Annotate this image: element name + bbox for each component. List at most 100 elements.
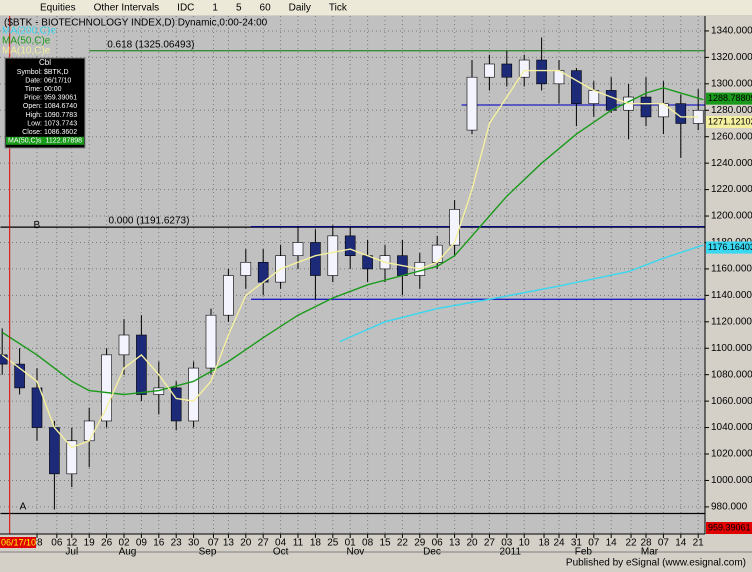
x-tick-label: 14 xyxy=(606,538,618,549)
y-tick-label: 1260.000 xyxy=(711,131,752,142)
month-label: 2011 xyxy=(500,547,522,558)
y-tick-label: 1000.000 xyxy=(711,475,752,486)
candle-body xyxy=(310,242,321,276)
y-tick-label: 980.000 xyxy=(711,502,748,513)
x-tick-label: 09 xyxy=(136,538,148,549)
annotation: A xyxy=(20,502,27,513)
toolbar-item[interactable]: 60 xyxy=(260,3,272,14)
candle-body xyxy=(344,235,356,256)
month-label: Nov xyxy=(347,547,365,558)
y-tick-label: 1100.000 xyxy=(711,343,752,354)
month-label: Feb xyxy=(575,547,593,558)
y-tick-label: 1160.000 xyxy=(711,264,752,275)
x-tick-label: 28 xyxy=(640,538,652,549)
price-tag-label: 1271.12102 xyxy=(708,116,752,126)
price-tag xyxy=(706,522,752,534)
data-window-bg xyxy=(4,57,86,149)
y-tick-label: 1200.000 xyxy=(711,211,752,222)
x-tick-label: 20 xyxy=(466,538,478,549)
toolbar-item[interactable]: Daily xyxy=(289,3,311,14)
month-label: Jul xyxy=(65,547,78,558)
x-tick-label: 26 xyxy=(101,538,113,549)
x-tick-label: 18 xyxy=(538,538,550,549)
data-window-value: 1084.6740 xyxy=(44,103,77,110)
candle-body xyxy=(466,76,478,131)
y-tick-label: 1220.000 xyxy=(711,184,752,195)
x-tick-label: 27 xyxy=(258,538,270,549)
toolbar-item[interactable]: Other Intervals xyxy=(94,3,160,14)
x-tick-label: 23 xyxy=(171,538,183,549)
data-window-key: Time: xyxy=(25,86,42,93)
toolbar-item[interactable]: 1 xyxy=(212,3,218,14)
candle-body xyxy=(170,387,182,422)
data-window-key: High: xyxy=(26,112,42,119)
candle-body xyxy=(136,334,147,395)
candle-body xyxy=(640,96,652,118)
x-tick-label: 13 xyxy=(223,538,235,549)
candle-body xyxy=(501,63,513,78)
y-tick-label: 1120.000 xyxy=(711,316,752,327)
x-tick-label: 21 xyxy=(693,538,705,549)
candle-body xyxy=(118,334,130,356)
x-tick-label: 22 xyxy=(625,538,637,549)
x-tick-label: 31 xyxy=(571,538,583,549)
data-window-value: 1090.7783 xyxy=(44,112,77,119)
candle-body xyxy=(240,262,252,276)
candle-body xyxy=(101,354,112,422)
x-tick-label: 15 xyxy=(379,538,391,549)
x-tick-label: 27 xyxy=(484,538,496,549)
plot-bg xyxy=(0,16,705,534)
data-window-value: 06/17/10 xyxy=(44,77,71,84)
data-window-header: Cbl xyxy=(39,58,51,67)
x-tick-label: 30 xyxy=(188,538,200,549)
toolbar-item[interactable]: Equities xyxy=(40,3,76,14)
price-tag-label: 1176.16403 xyxy=(708,242,752,252)
cursor-tag xyxy=(0,537,36,548)
toolbar-item[interactable]: IDC xyxy=(177,3,194,14)
legend-entry: MA(50,C)e xyxy=(2,36,51,47)
x-tick-label: 06 xyxy=(51,538,63,549)
ma-line xyxy=(339,244,704,343)
x-tick-label: 20 xyxy=(240,538,252,549)
ma-line xyxy=(1,87,704,396)
month-label: Dec xyxy=(423,547,441,558)
toolbar-item[interactable]: Tick xyxy=(329,3,348,14)
price-tag xyxy=(706,92,752,105)
chart-title: ($BTK - BIOTECHNOLOGY INDEX,D) Dynamic,0… xyxy=(4,18,268,29)
data-window-value: 1086.3602 xyxy=(44,129,77,136)
month-label: Aug xyxy=(119,547,137,558)
data-window-key: MA(50,C)s xyxy=(8,138,42,145)
y-tick-label: 1300.000 xyxy=(711,78,752,89)
data-window-key: Low: xyxy=(27,120,42,127)
x-tick-label: 11 xyxy=(293,538,304,549)
x-tick-label: 06 xyxy=(432,538,444,549)
price-tag-label: 1288.78809 xyxy=(708,93,752,103)
candle-body xyxy=(571,70,582,104)
x-tick-label: 07 xyxy=(658,538,670,549)
candle-body xyxy=(327,235,339,276)
candle-body xyxy=(66,440,78,475)
candle-body xyxy=(292,242,304,256)
x-tick-label: 12 xyxy=(66,538,78,549)
cursor-label: 06/17/10 xyxy=(1,537,36,547)
x-tick-label: 04 xyxy=(275,538,287,549)
data-window-value: $BTK,D xyxy=(44,69,69,76)
x-tick-label: 29 xyxy=(414,538,426,549)
candle-body xyxy=(31,387,43,428)
y-tick-label: 1040.000 xyxy=(711,422,752,433)
toolbar-item[interactable]: 5 xyxy=(236,3,242,14)
x-tick-label: 01 xyxy=(345,538,357,549)
data-window-key: Date: xyxy=(25,77,42,84)
x-tick-label: 16 xyxy=(153,538,165,549)
data-window-highlight xyxy=(6,136,84,145)
x-tick-label: 14 xyxy=(675,538,687,549)
candle-body xyxy=(449,209,460,246)
candle-body xyxy=(484,63,495,78)
y-tick-label: 1020.000 xyxy=(711,449,752,460)
annotation: B xyxy=(34,220,41,231)
x-tick-label: 22 xyxy=(397,538,409,549)
month-label: Mar xyxy=(641,547,659,558)
candle-body xyxy=(223,275,234,316)
